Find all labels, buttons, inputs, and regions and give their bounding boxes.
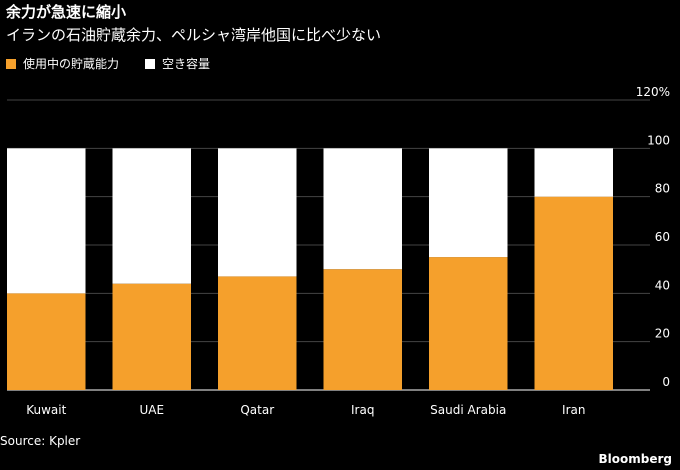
- chart-title: 余力が急速に縮小: [6, 3, 127, 21]
- y-tick-label: 0: [662, 375, 670, 389]
- x-tick-label: Iraq: [351, 403, 374, 417]
- x-tick-label: Saudi Arabia: [430, 403, 506, 417]
- legend: 使用中の貯蔵能力 空き容量: [6, 55, 210, 72]
- legend-swatch-free: [145, 58, 156, 69]
- x-tick-label: Iran: [562, 403, 585, 417]
- bar-free: [218, 148, 297, 277]
- bar-free: [112, 148, 191, 284]
- y-tick-label: 80: [655, 182, 670, 196]
- y-tick-label: 120%: [636, 85, 670, 99]
- bar-used: [7, 293, 86, 390]
- bar-free: [534, 148, 613, 197]
- y-tick-label: 60: [655, 230, 670, 244]
- legend-label-used: 使用中の貯蔵能力: [23, 57, 120, 71]
- y-tick-label: 100: [647, 133, 670, 147]
- bar-used: [534, 196, 613, 390]
- bar-free: [7, 148, 86, 294]
- x-tick-label: Kuwait: [26, 403, 66, 417]
- bar-used: [323, 269, 402, 390]
- bar-used: [429, 257, 508, 390]
- x-tick-label: Qatar: [240, 403, 274, 417]
- bloomberg-logo: Bloomberg: [598, 452, 673, 466]
- x-tick-label: UAE: [139, 403, 164, 417]
- bar-free: [429, 148, 508, 258]
- legend-item-free: 空き容量: [145, 55, 210, 72]
- bar-used: [112, 283, 191, 390]
- legend-item-used: 使用中の貯蔵能力: [6, 55, 119, 72]
- bar-used: [218, 276, 297, 390]
- legend-label-free: 空き容量: [162, 57, 211, 71]
- source-note: Source: Kpler: [0, 434, 81, 448]
- bar-free: [323, 148, 402, 270]
- chart-subtitle: イランの石油貯蔵余力、ペルシャ湾岸他国に比べ少ない: [6, 26, 382, 44]
- legend-swatch-used: [6, 58, 16, 69]
- y-tick-label: 40: [655, 278, 670, 292]
- y-tick-label: 20: [655, 327, 670, 341]
